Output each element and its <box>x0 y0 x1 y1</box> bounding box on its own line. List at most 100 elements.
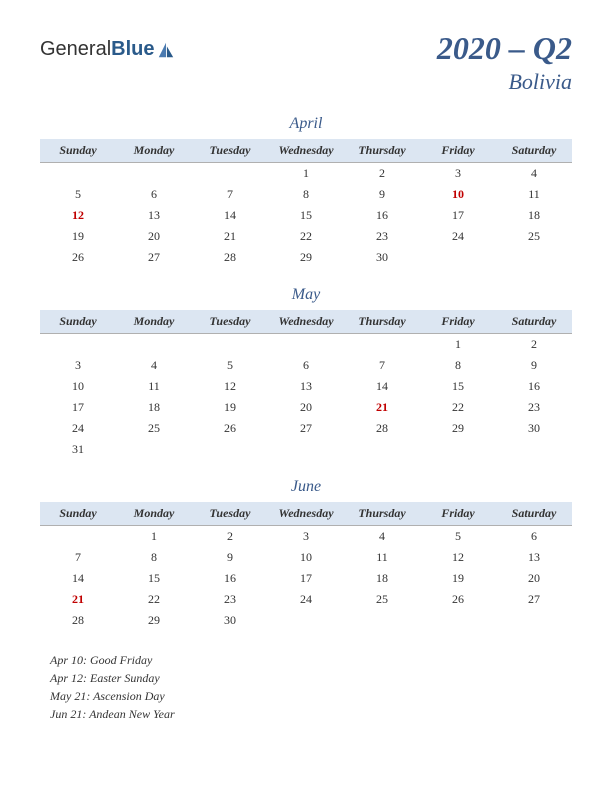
day-cell: 10 <box>40 376 116 397</box>
day-cell: 19 <box>420 568 496 589</box>
day-cell: 30 <box>192 610 268 631</box>
day-cell: 11 <box>116 376 192 397</box>
day-cell: 11 <box>344 547 420 568</box>
day-cell: 5 <box>40 184 116 205</box>
day-header-row: SundayMondayTuesdayWednesdayThursdayFrid… <box>40 502 572 526</box>
day-cell: 16 <box>496 376 572 397</box>
day-cell <box>116 439 192 460</box>
day-cell: 6 <box>496 526 572 548</box>
day-cell: 1 <box>420 334 496 356</box>
calendar-week-row: 12131415161718 <box>40 205 572 226</box>
day-cell <box>268 610 344 631</box>
day-cell: 16 <box>344 205 420 226</box>
day-cell: 5 <box>192 355 268 376</box>
day-cell: 30 <box>496 418 572 439</box>
day-cell: 23 <box>344 226 420 247</box>
day-cell: 22 <box>268 226 344 247</box>
calendar-week-row: 21222324252627 <box>40 589 572 610</box>
day-cell: 27 <box>268 418 344 439</box>
holidays-list: Apr 10: Good FridayApr 12: Easter Sunday… <box>50 651 572 723</box>
holiday-item: Apr 12: Easter Sunday <box>50 669 572 687</box>
day-cell <box>496 439 572 460</box>
day-cell: 16 <box>192 568 268 589</box>
day-cell: 11 <box>496 184 572 205</box>
calendar-week-row: 2627282930 <box>40 247 572 268</box>
day-cell: 18 <box>344 568 420 589</box>
day-cell: 26 <box>420 589 496 610</box>
header: GeneralBlue 2020 – Q2 Bolivia <box>40 30 572 95</box>
day-header: Tuesday <box>192 310 268 334</box>
calendar-week-row: 14151617181920 <box>40 568 572 589</box>
day-cell: 28 <box>192 247 268 268</box>
day-cell <box>268 439 344 460</box>
day-cell: 25 <box>496 226 572 247</box>
day-cell: 2 <box>496 334 572 356</box>
day-cell <box>496 610 572 631</box>
calendar-table: SundayMondayTuesdayWednesdayThursdayFrid… <box>40 502 572 631</box>
day-header: Monday <box>116 139 192 163</box>
day-cell <box>268 334 344 356</box>
day-cell: 9 <box>344 184 420 205</box>
day-header: Wednesday <box>268 502 344 526</box>
day-cell: 15 <box>116 568 192 589</box>
day-cell: 31 <box>40 439 116 460</box>
logo-text: GeneralBlue <box>40 38 155 61</box>
day-cell: 7 <box>344 355 420 376</box>
holiday-item: May 21: Ascension Day <box>50 687 572 705</box>
day-cell <box>420 610 496 631</box>
day-cell: 1 <box>268 163 344 185</box>
day-cell: 4 <box>116 355 192 376</box>
day-cell: 6 <box>268 355 344 376</box>
holiday-item: Apr 10: Good Friday <box>50 651 572 669</box>
day-cell: 4 <box>496 163 572 185</box>
logo-text-blue: Blue <box>111 38 154 60</box>
day-cell: 13 <box>268 376 344 397</box>
day-cell <box>40 163 116 185</box>
calendar-month: MaySundayMondayTuesdayWednesdayThursdayF… <box>40 286 572 460</box>
day-header: Saturday <box>496 139 572 163</box>
day-cell-holiday: 21 <box>40 589 116 610</box>
day-cell: 14 <box>40 568 116 589</box>
day-cell <box>496 247 572 268</box>
day-cell: 25 <box>116 418 192 439</box>
calendar-week-row: 123456 <box>40 526 572 548</box>
day-cell: 20 <box>268 397 344 418</box>
calendar-table: SundayMondayTuesdayWednesdayThursdayFrid… <box>40 310 572 460</box>
day-cell: 26 <box>192 418 268 439</box>
day-cell: 8 <box>268 184 344 205</box>
calendars-container: AprilSundayMondayTuesdayWednesdayThursda… <box>40 115 572 631</box>
day-header: Friday <box>420 139 496 163</box>
day-cell: 20 <box>496 568 572 589</box>
calendar-week-row: 78910111213 <box>40 547 572 568</box>
day-cell: 18 <box>116 397 192 418</box>
day-cell: 27 <box>116 247 192 268</box>
day-cell: 19 <box>192 397 268 418</box>
day-header: Friday <box>420 310 496 334</box>
day-header: Thursday <box>344 139 420 163</box>
calendar-week-row: 567891011 <box>40 184 572 205</box>
day-header: Monday <box>116 502 192 526</box>
calendar-week-row: 24252627282930 <box>40 418 572 439</box>
calendar-week-row: 10111213141516 <box>40 376 572 397</box>
day-cell <box>344 334 420 356</box>
day-header: Saturday <box>496 310 572 334</box>
title-block: 2020 – Q2 Bolivia <box>437 30 572 95</box>
day-cell: 25 <box>344 589 420 610</box>
day-cell: 1 <box>116 526 192 548</box>
day-header: Friday <box>420 502 496 526</box>
day-cell: 2 <box>344 163 420 185</box>
day-cell: 17 <box>268 568 344 589</box>
day-cell: 21 <box>192 226 268 247</box>
day-cell: 24 <box>268 589 344 610</box>
day-cell <box>192 439 268 460</box>
calendar-month: AprilSundayMondayTuesdayWednesdayThursda… <box>40 115 572 268</box>
day-cell: 9 <box>496 355 572 376</box>
day-cell: 4 <box>344 526 420 548</box>
calendar-week-row: 12 <box>40 334 572 356</box>
day-cell <box>192 334 268 356</box>
day-cell: 23 <box>192 589 268 610</box>
day-header: Sunday <box>40 502 116 526</box>
day-cell: 17 <box>420 205 496 226</box>
day-cell: 29 <box>420 418 496 439</box>
day-cell: 14 <box>192 205 268 226</box>
